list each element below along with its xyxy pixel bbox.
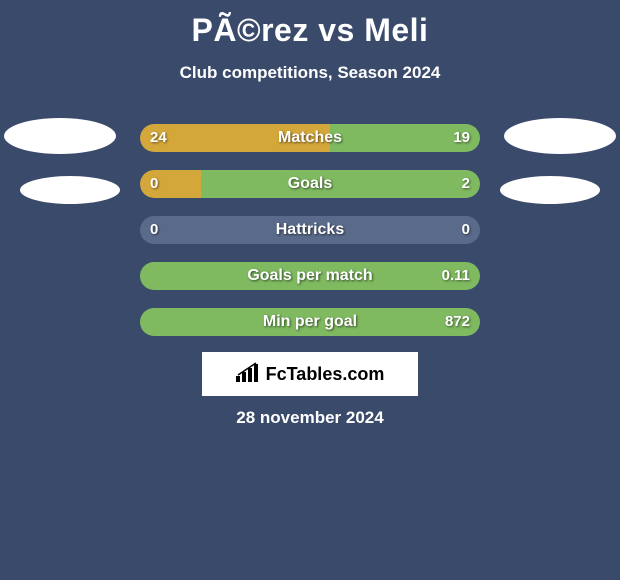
bar-label: Min per goal [140,308,480,336]
date-label: 28 november 2024 [0,408,620,428]
avatar-left-top [4,118,116,154]
avatar-right-top [504,118,616,154]
bar-value-right: 2 [462,170,470,198]
bar-value-right: 0 [462,216,470,244]
avatar-right-bottom [500,176,600,204]
bar-label: Goals [140,170,480,198]
bar-value-right: 0.11 [442,262,470,290]
bar-row-mpg: Min per goal 872 [140,308,480,336]
subtitle: Club competitions, Season 2024 [0,63,620,83]
footer-brand-box: FcTables.com [202,352,418,396]
bar-label: Goals per match [140,262,480,290]
comparison-bars: 24 Matches 19 0 Goals 2 0 Hattricks 0 Go… [140,124,480,354]
footer-logo: FcTables.com [236,362,385,387]
bar-label: Matches [140,124,480,152]
bar-row-hattricks: 0 Hattricks 0 [140,216,480,244]
bars-icon [236,362,262,387]
bar-value-right: 19 [453,124,470,152]
footer-brand-text: FcTables.com [266,364,385,385]
bar-row-matches: 24 Matches 19 [140,124,480,152]
avatar-left-bottom [20,176,120,204]
bar-value-right: 872 [445,308,470,336]
bar-row-goals: 0 Goals 2 [140,170,480,198]
page-title: PÃ©rez vs Meli [0,0,620,49]
bar-label: Hattricks [140,216,480,244]
bar-row-gpm: Goals per match 0.11 [140,262,480,290]
